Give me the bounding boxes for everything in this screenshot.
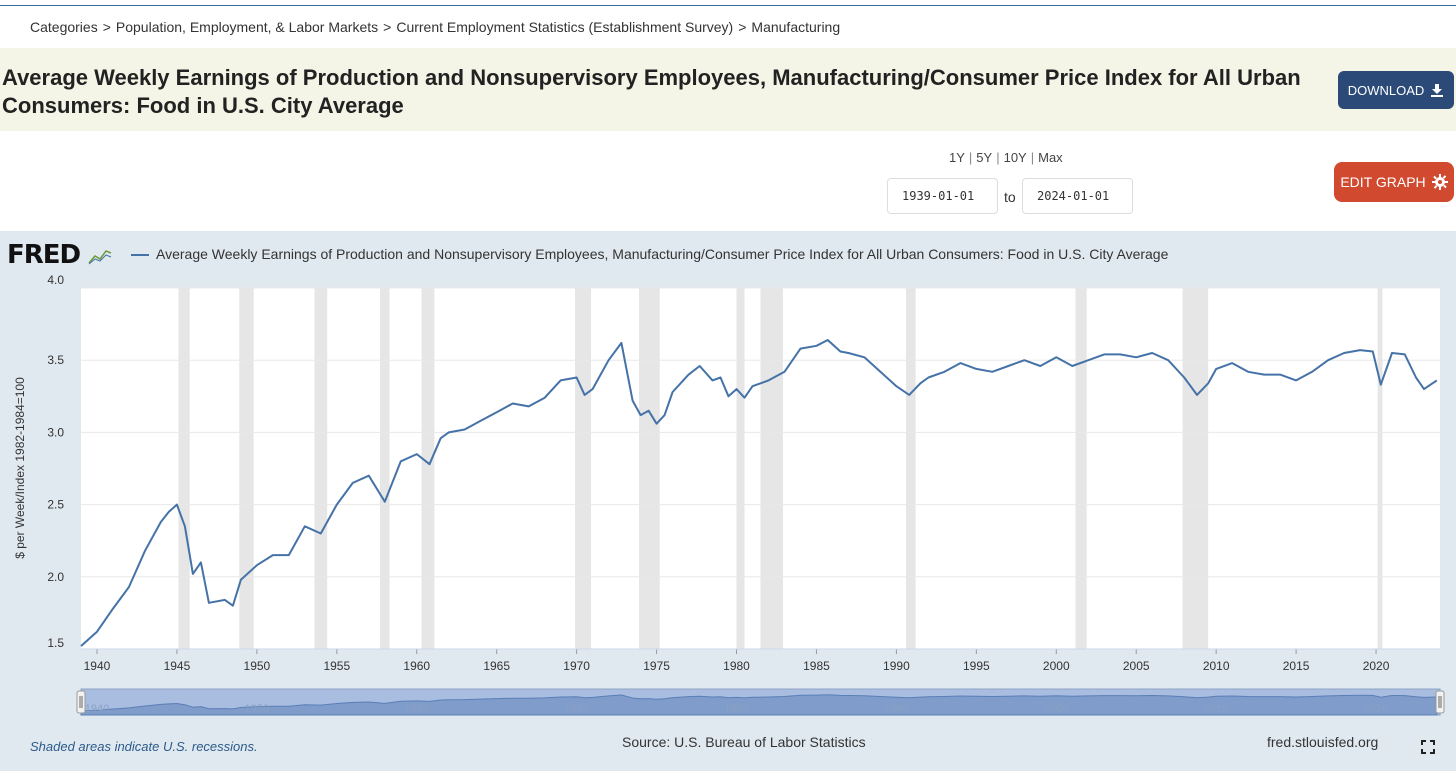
chart-logo-icon [88, 249, 112, 264]
edit-graph-button[interactable]: EDIT GRAPH [1334, 162, 1454, 202]
navigator-tick-label: 2020 [1364, 703, 1388, 715]
x-tick-label: 2010 [1203, 659, 1230, 673]
expand-icon[interactable] [1421, 740, 1435, 754]
page-title: Average Weekly Earnings of Production an… [2, 65, 1301, 118]
title-band [0, 48, 1456, 131]
x-tick-label: 1975 [643, 659, 670, 673]
breadcrumb-item-manufacturing[interactable]: Manufacturing [751, 19, 841, 35]
recession-note: Shaded areas indicate U.S. recessions. [30, 739, 258, 754]
y-tick-label: 4.0 [47, 273, 64, 287]
breadcrumb-item-ces[interactable]: Current Employment Statistics (Establish… [396, 19, 734, 35]
navigator-tick-label: 2000 [1044, 703, 1068, 715]
range-max[interactable]: Max [1038, 150, 1063, 165]
x-tick-label: 1960 [403, 659, 430, 673]
breadcrumb-item-categories[interactable]: Categories [30, 19, 98, 35]
legend-swatch [131, 254, 149, 256]
series-line [80, 339, 1438, 647]
to-label: to [1004, 189, 1016, 205]
recession-band [1377, 288, 1383, 649]
x-tick-label: 1945 [164, 659, 191, 673]
recession-band [760, 288, 783, 649]
y-tick-label: 2.5 [47, 498, 64, 512]
recession-band [421, 288, 435, 649]
range-1y[interactable]: 1Y [949, 150, 965, 165]
recession-band [575, 288, 592, 649]
range-separator: | [968, 150, 973, 165]
navigator-handle[interactable] [1435, 690, 1445, 714]
y-tick-label: 3.0 [47, 425, 64, 439]
site-link[interactable]: fred.stlouisfed.org [1267, 734, 1379, 750]
breadcrumb-item-population[interactable]: Population, Employment, & Labor Markets [115, 19, 379, 35]
navigator-tick-label: 1980 [724, 703, 748, 715]
recession-band [1182, 288, 1209, 649]
navigator-series [80, 694, 1438, 716]
breadcrumb-separator: > [738, 19, 747, 35]
navigator-tick-label: 1990 [884, 703, 908, 715]
recession-band [178, 288, 190, 649]
x-tick-label: 2015 [1283, 659, 1310, 673]
recession-band [314, 288, 328, 649]
x-tick-label: 2020 [1363, 659, 1390, 673]
breadcrumb-separator: > [102, 19, 111, 35]
x-tick-label: 1950 [244, 659, 271, 673]
range-5y[interactable]: 5Y [976, 150, 993, 165]
fred-logo-text: FRED [7, 240, 81, 270]
navigator-tick-label: 1940 [85, 703, 109, 715]
breadcrumb-separator: > [383, 19, 392, 35]
x-tick-label: 1990 [883, 659, 910, 673]
x-tick-label: 2005 [1123, 659, 1150, 673]
gear-icon [1431, 174, 1448, 190]
navigator-handle[interactable] [76, 690, 86, 714]
legend-label: Average Weekly Earnings of Production an… [156, 246, 1169, 262]
navigator-tick-label: 1960 [405, 703, 429, 715]
x-tick-label: 1985 [803, 659, 830, 673]
recession-band [905, 288, 916, 649]
y-tick-label: 2.0 [47, 570, 64, 584]
navigator-tick-label: 1970 [564, 703, 588, 715]
recession-band [239, 288, 254, 649]
range-separator: | [1030, 150, 1035, 165]
line-chart: 1.5 2.0 2.5 3.0 3.5 4.0 1940 1945 1950 1955 1960 19… [47, 273, 1445, 716]
y-tick-label: 3.5 [47, 353, 64, 367]
x-tick-label: 1995 [963, 659, 990, 673]
navigator-tick-label: 2010 [1204, 703, 1228, 715]
breadcrumb: Categories > Population, Employment, & Lab… [30, 19, 840, 35]
x-tick-label: 1940 [84, 659, 111, 673]
source-note: Source: U.S. Bureau of Labor Statistics [622, 734, 866, 750]
download-icon [1431, 84, 1444, 97]
download-label: DOWNLOAD [1347, 82, 1425, 98]
x-tick-label: 1970 [563, 659, 590, 673]
fred-logo: FRED [7, 240, 112, 270]
range-separator: | [996, 150, 1000, 165]
recession-band [736, 288, 745, 649]
x-tick-label: 1980 [723, 659, 750, 673]
x-tick-label: 1965 [483, 659, 510, 673]
edit-graph-label: EDIT GRAPH [1340, 174, 1426, 190]
x-tick-label: 2000 [1043, 659, 1070, 673]
x-tick-label: 1955 [323, 659, 350, 673]
start-date-input[interactable]: 1939-01-01 [887, 178, 998, 214]
y-tick-label: 1.5 [47, 636, 64, 650]
recession-band [638, 288, 660, 649]
recession-band [1075, 288, 1087, 649]
range-links: 1Y | 5Y | 10Y | Max [949, 150, 1063, 165]
top-border [0, 5, 1456, 6]
end-date-input[interactable]: 2024-01-01 [1022, 178, 1133, 214]
download-button[interactable]: DOWNLOAD [1338, 71, 1454, 109]
range-10y[interactable]: 10Y [1003, 150, 1027, 165]
navigator-tick-label: 1950 [245, 703, 269, 715]
recession-band [379, 288, 390, 649]
